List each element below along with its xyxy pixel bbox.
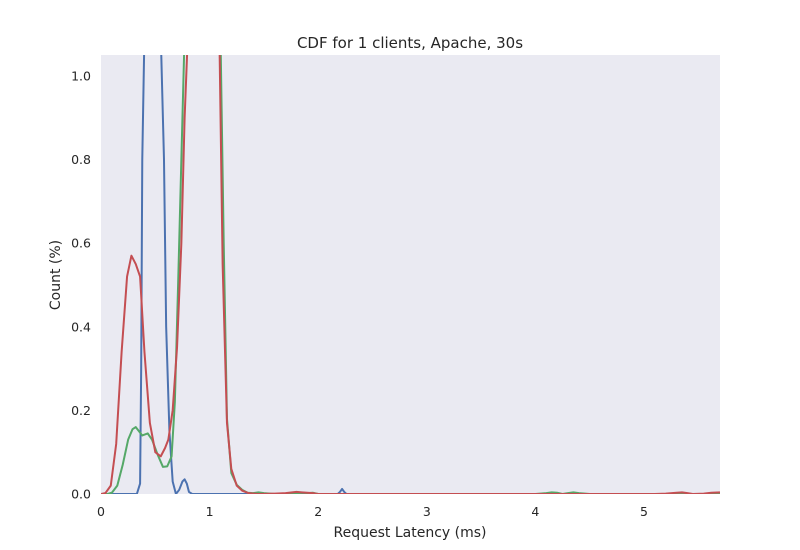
chart-title: CDF for 1 clients, Apache, 30s <box>297 34 523 52</box>
y-tick-label: 1.0 <box>71 68 91 83</box>
x-tick-label: 0 <box>97 504 105 519</box>
series-line-1 <box>101 55 720 494</box>
series-lines <box>101 55 720 494</box>
x-tick-label: 5 <box>640 504 648 519</box>
series-line-3 <box>101 55 720 494</box>
y-axis-ticks: 0.0 0.2 0.4 0.6 0.8 1.0 <box>71 68 91 501</box>
y-tick-label: 0.0 <box>71 487 91 502</box>
x-tick-label: 3 <box>423 504 431 519</box>
plot-area <box>101 55 720 494</box>
x-axis-label: Request Latency (ms) <box>334 525 487 541</box>
y-axis-label: Count (%) <box>48 240 64 310</box>
y-tick-label: 0.8 <box>71 152 91 167</box>
y-tick-label: 0.6 <box>71 236 91 251</box>
x-tick-label: 1 <box>206 504 214 519</box>
x-axis-ticks: 0 1 2 3 4 5 <box>97 504 648 519</box>
y-tick-label: 0.4 <box>71 319 91 334</box>
x-tick-label: 2 <box>314 504 322 519</box>
x-tick-label: 4 <box>531 504 539 519</box>
y-tick-label: 0.2 <box>71 403 91 418</box>
